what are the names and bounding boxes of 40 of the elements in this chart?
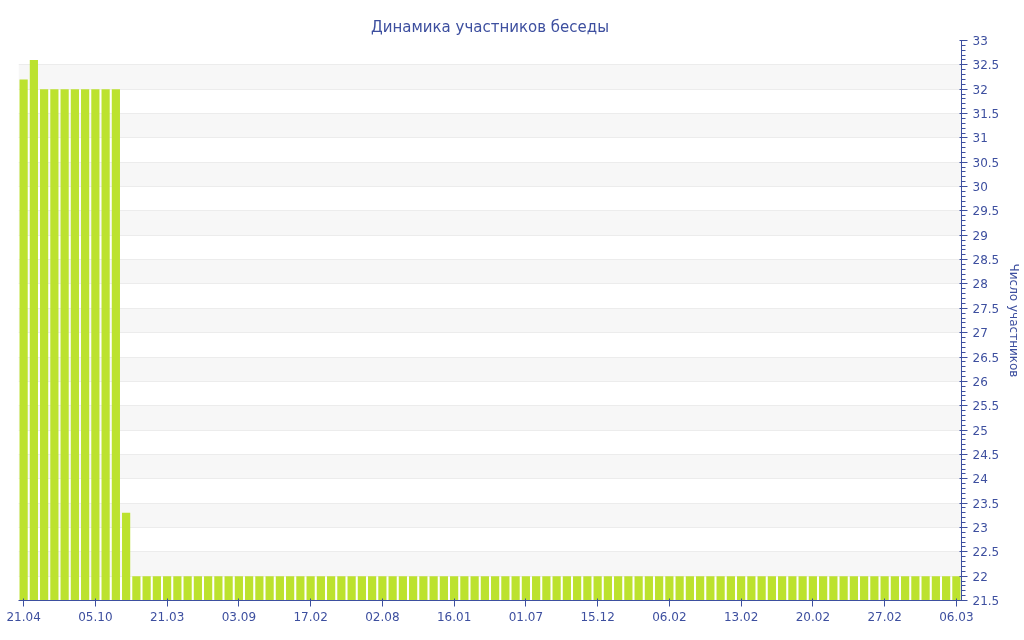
y-tick-label: 32.5: [972, 58, 1000, 73]
y-tick-label: 26: [972, 374, 988, 389]
y-tick-label: 22.5: [972, 545, 1000, 560]
y-tick-label: 28.5: [972, 253, 1000, 268]
y-tick-label: 32: [972, 82, 988, 97]
y-tick-label: 27.5: [972, 301, 1000, 316]
x-tick-label: 20.02: [795, 609, 831, 624]
x-tick-label: 16.01: [436, 609, 472, 624]
y-tick-label: 25: [972, 423, 988, 438]
x-tick-label: 27.02: [867, 609, 902, 624]
y-tick-label: 24.5: [972, 447, 1000, 462]
x-tick-label: 15.12: [580, 609, 615, 624]
y-tick-label: 25.5: [972, 399, 1000, 414]
x-tick-label: 05.10: [78, 609, 113, 624]
x-tick-label: 13.02: [723, 609, 759, 624]
y-tick-label: 30.5: [972, 155, 1000, 170]
y-tick-label: 21.5: [972, 594, 1000, 608]
y-tick-label: 33: [972, 34, 988, 48]
y-tick-label: 24: [972, 472, 988, 487]
x-tick-label: 02.08: [365, 609, 400, 624]
x-tick-label: 03.09: [221, 609, 257, 624]
x-tick-label: 17.02: [293, 609, 328, 624]
x-tick-label: 06.02: [652, 609, 687, 624]
y-tick-label: 29.5: [972, 204, 1000, 219]
x-tick-label: 06.03: [939, 609, 974, 624]
y-tick-label: 29: [972, 228, 988, 243]
y-tick-label: 23.5: [972, 496, 1000, 511]
x-tick-label: 21.03: [149, 609, 185, 624]
y-tick-label: 27: [972, 326, 988, 341]
y-tick-label: 26.5: [972, 350, 1000, 365]
y-tick-label: 28: [972, 277, 988, 292]
y-tick-label: 23: [972, 520, 988, 535]
chart-title: Динамика участников беседы: [370, 17, 610, 36]
y-axis-title: Число участников: [1007, 263, 1022, 378]
y-tick-label: 31: [972, 131, 988, 146]
y-tick-label: 30: [972, 180, 988, 195]
x-tick-label: 01.07: [508, 609, 544, 624]
x-tick-label: 21.04: [6, 609, 41, 624]
y-tick-label: 31.5: [972, 107, 1000, 122]
y-tick-label: 22: [972, 569, 988, 584]
